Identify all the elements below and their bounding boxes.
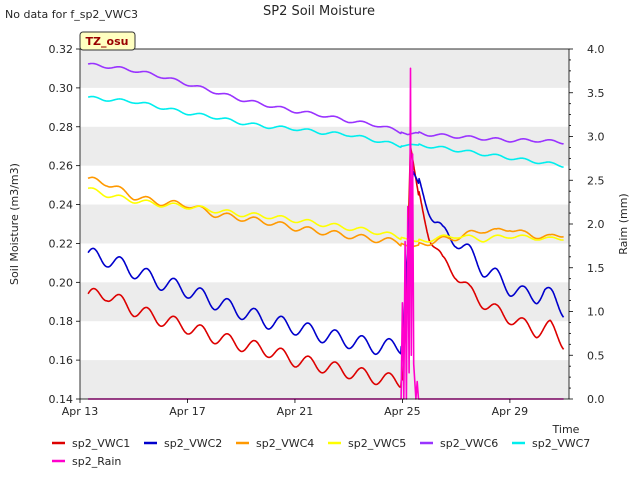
legend-item: sp2_VWC5 <box>328 437 406 450</box>
legend-label: sp2_VWC1 <box>72 437 130 450</box>
legend-item: sp2_Rain <box>52 455 121 468</box>
x-tick-label: Apr 25 <box>384 405 421 418</box>
grid-band <box>80 204 569 244</box>
grid-bands <box>80 49 569 399</box>
y-tick-label: 0.28 <box>49 121 74 134</box>
y2-tick-label: 3.0 <box>587 131 605 144</box>
grid-band <box>80 360 569 399</box>
x-axis-label: Time <box>552 423 580 436</box>
series-line-sp2-vwc6 <box>87 62 564 145</box>
y2-tick-label: 2.5 <box>587 174 605 187</box>
series-line-sp2-vwc4 <box>87 176 564 249</box>
x-tick-label: Apr 21 <box>277 405 314 418</box>
series-lines <box>87 62 565 400</box>
legend-item: sp2_VWC4 <box>236 437 314 450</box>
series-line-sp2-vwc2 <box>87 170 565 356</box>
series-line-sp2-vwc7 <box>87 95 564 168</box>
legend: sp2_VWC1 sp2_VWC2 sp2_VWC4 sp2_VWC5 sp2_VWC6… <box>52 437 590 468</box>
grid-band <box>80 126 569 166</box>
series-line-sp2-vwc1 <box>87 145 565 388</box>
legend-item: sp2_VWC6 <box>420 437 498 450</box>
y2-tick-label: 1.0 <box>587 306 605 319</box>
y-axis-ticks: 0.14 0.16 0.18 0.20 0.22 0.24 0.26 0.28 0.30 0.32 <box>49 43 80 406</box>
y-tick-label: 0.26 <box>49 160 74 173</box>
y-tick-label: 0.22 <box>49 237 74 250</box>
y2-tick-label: 0.5 <box>587 349 605 362</box>
grid-band <box>80 49 569 88</box>
legend-label: sp2_VWC2 <box>164 437 222 450</box>
legend-item: sp2_VWC7 <box>512 437 590 450</box>
legend-label: sp2_VWC4 <box>256 437 314 450</box>
y-tick-label: 0.18 <box>49 315 74 328</box>
y-tick-label: 0.14 <box>49 393 74 406</box>
legend-label: sp2_VWC6 <box>440 437 498 450</box>
y2-tick-label: 2.0 <box>587 218 605 231</box>
chart-title: SP2 Soil Moisture <box>263 4 375 19</box>
legend-label: sp2_VWC7 <box>532 437 590 450</box>
legend-item: sp2_VWC2 <box>144 437 222 450</box>
y2-tick-label: 1.5 <box>587 262 605 275</box>
y-tick-label: 0.24 <box>49 199 74 212</box>
y-tick-label: 0.16 <box>49 354 74 367</box>
x-axis-ticks: Apr 13 Apr 17 Apr 21 Apr 25 Apr 29 <box>62 399 528 418</box>
y2-tick-label: 3.5 <box>587 87 605 100</box>
x-tick-label: Apr 13 <box>62 405 99 418</box>
legend-item: sp2_VWC1 <box>52 437 130 450</box>
series-line-sp2-vwc5 <box>87 187 564 243</box>
y2-axis-ticks: 0.0 0.5 1.0 1.5 2.0 2.5 3.0 3.5 4.0 <box>569 43 605 406</box>
grid-band <box>80 282 569 322</box>
site-badge: TZ_osu <box>79 31 136 51</box>
y-tick-label: 0.30 <box>49 82 74 95</box>
site-badge-label: TZ_osu <box>86 35 129 48</box>
y2-tick-label: 0.0 <box>587 393 605 406</box>
series-line-sp2-rain <box>88 67 564 400</box>
y-tick-label: 0.20 <box>49 276 74 289</box>
x-tick-label: Apr 29 <box>492 405 529 418</box>
x-tick-label: Apr 17 <box>169 405 206 418</box>
y2-tick-label: 4.0 <box>587 43 605 56</box>
y-axis-label: Soil Moisture (m3/m3) <box>8 163 21 285</box>
no-data-note: No data for f_sp2_VWC3 <box>5 8 138 21</box>
y-tick-label: 0.32 <box>49 43 74 56</box>
y2-axis-label: Raim (mm) <box>617 193 630 254</box>
legend-label: sp2_Rain <box>72 455 121 468</box>
legend-label: sp2_VWC5 <box>348 437 406 450</box>
